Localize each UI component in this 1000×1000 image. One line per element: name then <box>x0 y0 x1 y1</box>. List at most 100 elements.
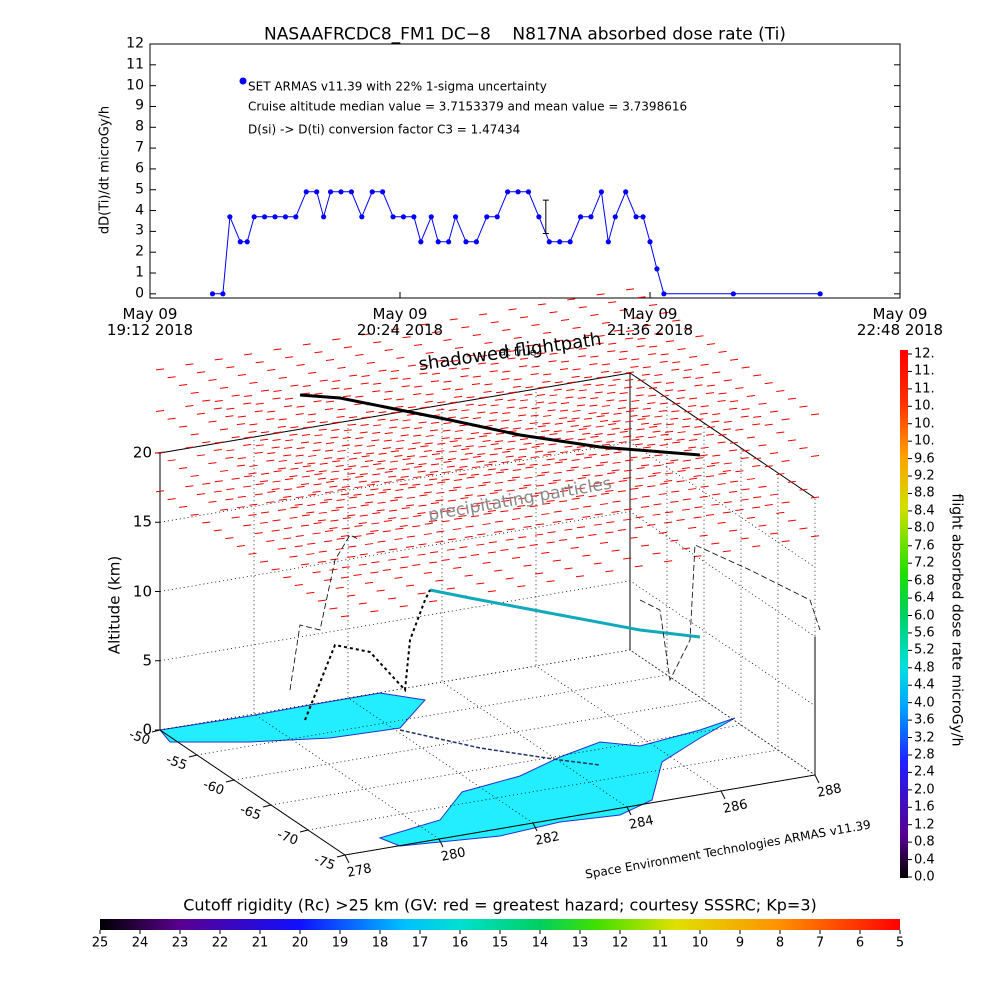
particle-dash <box>758 485 767 488</box>
particle-dash <box>688 446 697 449</box>
particle-dash <box>619 430 628 433</box>
particle-dash <box>608 384 617 387</box>
particle-dash <box>619 309 628 312</box>
particle-dash <box>190 513 199 516</box>
particle-dash <box>454 517 463 520</box>
particle-dash <box>271 529 280 532</box>
particle-dash <box>672 402 681 405</box>
particle-dash <box>244 436 253 439</box>
particle-dash <box>260 511 270 514</box>
particle-dash <box>373 424 382 427</box>
particle-dash <box>483 390 492 393</box>
particle-dash <box>546 580 555 583</box>
particle-dash <box>376 550 385 553</box>
particle-dash <box>382 530 391 533</box>
particle-dash <box>640 422 650 425</box>
particle-dash <box>571 375 580 378</box>
particle-dash <box>295 534 304 537</box>
y-tick-label: 0 <box>135 285 144 302</box>
colorbar-tick-label: 6 <box>855 935 865 951</box>
particle-dash <box>531 407 540 410</box>
particle-dash <box>482 561 491 564</box>
particle-dash <box>494 569 503 572</box>
colorbar-tick-label: 18 <box>371 935 389 951</box>
particle-dash <box>652 513 661 516</box>
subtitle-3d: at true <box>499 345 537 359</box>
particle-dash <box>470 432 480 435</box>
particle-dash <box>617 529 626 532</box>
particle-dash <box>389 426 398 429</box>
particle-dash <box>155 368 165 371</box>
particle-dash <box>676 438 685 441</box>
particle-dash <box>388 597 397 600</box>
particle-dash <box>373 463 382 466</box>
lat-tick <box>188 754 198 758</box>
particle-dash <box>596 415 605 418</box>
particle-dash <box>682 459 691 462</box>
particle-dash <box>185 485 194 488</box>
particle-dash <box>630 365 639 368</box>
particle-dash <box>244 475 253 478</box>
particle-dash <box>155 490 165 493</box>
particle-dash <box>523 564 532 567</box>
particle-dash <box>729 407 738 410</box>
particle-dash <box>243 444 252 447</box>
particle-dash <box>353 574 362 577</box>
particle-dash <box>371 439 380 442</box>
colorbar-label: Cutoff rigidity (Rc) >25 km (GV: red = g… <box>183 895 817 915</box>
particle-dash <box>396 439 405 442</box>
particle-dash <box>202 399 211 402</box>
particle-dash <box>549 433 558 436</box>
particle-dash <box>465 445 474 448</box>
particle-dash <box>354 524 363 527</box>
flightpath <box>304 589 431 721</box>
particle-dash <box>682 498 691 501</box>
particle-dash <box>412 525 421 528</box>
particle-dash <box>196 454 205 457</box>
particle-dash <box>308 493 317 496</box>
particle-dash <box>682 418 691 421</box>
particle-dash <box>390 460 399 463</box>
particle-dash <box>535 401 545 404</box>
particle-dash <box>583 383 592 386</box>
particle-dash <box>332 421 341 424</box>
particle-dash <box>349 457 358 460</box>
particle-dash <box>360 424 369 427</box>
particle-dash <box>376 467 385 470</box>
particle-dash <box>260 480 269 483</box>
particle-dash <box>399 483 408 486</box>
particle-dash <box>449 359 458 362</box>
particle-dash <box>396 398 405 401</box>
particle-dash <box>319 501 328 504</box>
particle-dash <box>693 433 702 436</box>
particle-dash <box>446 548 455 551</box>
particle-dash <box>213 407 222 410</box>
particle-dash <box>466 396 475 399</box>
particle-dash <box>179 384 188 387</box>
particle-dash <box>770 452 779 455</box>
colorbar-tick-label: 11. <box>914 381 935 397</box>
particle-dash <box>612 500 621 503</box>
particle-dash <box>495 440 504 443</box>
particle-dash <box>318 550 327 553</box>
particle-dash <box>285 478 294 481</box>
colorbar-tick-label: 3.2 <box>914 730 935 746</box>
colorbar-tick-label: 13 <box>571 935 589 951</box>
particle-dash <box>658 409 667 412</box>
particle-dash <box>307 462 316 465</box>
particle-dash <box>635 394 644 397</box>
particle-dash <box>478 362 487 365</box>
particle-dash <box>277 467 286 470</box>
data-point <box>303 189 309 195</box>
particle-dash <box>435 499 444 502</box>
particle-dash <box>799 488 808 491</box>
land <box>378 717 736 847</box>
particle-dash <box>359 431 368 434</box>
particle-dash <box>647 402 656 405</box>
particle-dash <box>420 364 429 367</box>
particle-dash <box>237 495 246 498</box>
particle-dash <box>340 576 350 579</box>
particle-dash <box>425 434 434 437</box>
particle-dash <box>448 450 457 453</box>
lon-grid-line <box>347 421 534 824</box>
